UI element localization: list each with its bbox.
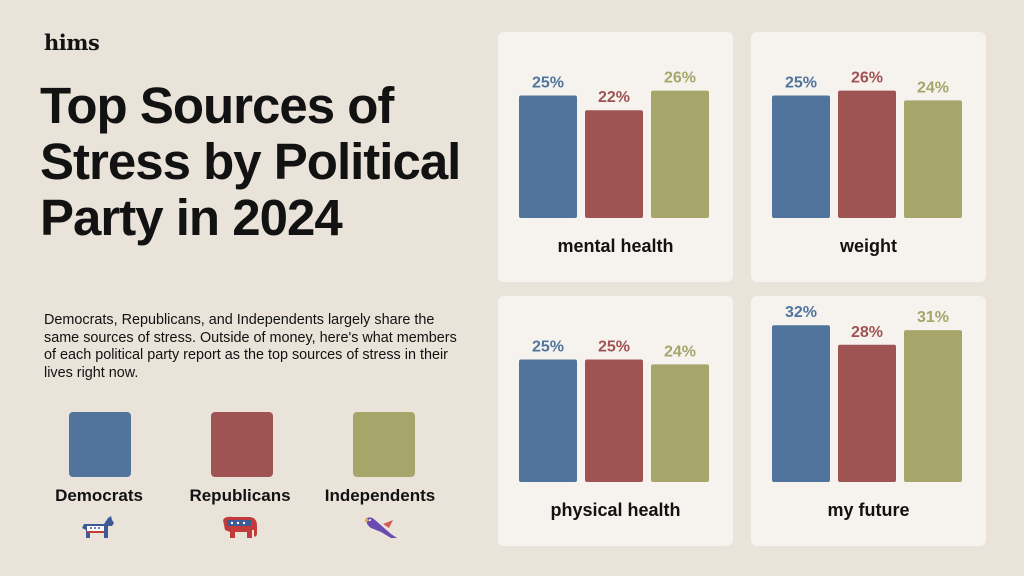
bar-chart-my-future: 32% 28% 31% xyxy=(772,304,962,482)
bar-my-future-independents xyxy=(904,330,962,482)
legend-label-republicans: Republicans xyxy=(189,486,291,505)
value-label-physical-health-republicans: 25% xyxy=(598,339,630,356)
bar-chart-physical-health: 25% 25% 24% xyxy=(519,339,709,482)
elephant-icon xyxy=(223,516,257,538)
value-label-my-future-independents: 31% xyxy=(917,309,949,326)
bar-chart-weight: 25% 26% 24% xyxy=(772,70,962,218)
bar-my-future-democrats xyxy=(772,325,830,482)
brand-logo: hims xyxy=(44,30,100,55)
value-label-mental-health-independents: 26% xyxy=(664,70,696,87)
bar-chart-mental-health: 25% 22% 26% xyxy=(519,70,709,218)
chart-card-mental-health: 25% 22% 26% mental health xyxy=(498,32,733,282)
bar-mental-health-republicans xyxy=(585,110,643,218)
page-title: Top Sources of Stress by Political Party… xyxy=(40,77,461,246)
chart-card-weight: 25% 26% 24% weight xyxy=(751,32,986,282)
value-label-weight-republicans: 26% xyxy=(851,70,883,87)
legend-item-democrats: Democrats xyxy=(34,412,164,552)
chart-card-my-future: 32% 28% 31% my future xyxy=(751,296,986,546)
bar-my-future-republicans xyxy=(838,344,896,482)
chart-title-my-future: my future xyxy=(827,500,910,520)
bar-physical-health-republicans xyxy=(585,359,643,482)
legend-label-democrats: Democrats xyxy=(55,486,143,505)
donkey-icon xyxy=(82,516,114,538)
legend-item-republicans: Republicans xyxy=(175,412,305,552)
bar-weight-democrats xyxy=(772,95,830,218)
eagle-icon xyxy=(364,517,397,538)
value-label-my-future-republicans: 28% xyxy=(851,324,883,341)
bar-mental-health-democrats xyxy=(519,95,577,218)
chart-title-weight: weight xyxy=(840,236,897,256)
bar-mental-health-independents xyxy=(651,90,709,218)
chart-title-mental-health: mental health xyxy=(557,236,674,256)
chart-title-physical-health: physical health xyxy=(550,500,681,520)
chart-card-physical-health: 25% 25% 24% physical health xyxy=(498,296,733,546)
value-label-weight-democrats: 25% xyxy=(785,75,817,92)
legend-swatch-republicans xyxy=(211,412,273,477)
bar-weight-republicans xyxy=(838,90,896,218)
legend-label-independents: Independents xyxy=(324,486,436,505)
value-label-my-future-democrats: 32% xyxy=(785,304,817,321)
legend-item-independents: Independents xyxy=(315,412,445,552)
value-label-weight-independents: 24% xyxy=(917,79,949,96)
bar-physical-health-independents xyxy=(651,364,709,482)
value-label-physical-health-democrats: 25% xyxy=(532,339,564,356)
page-subtitle: Democrats, Republicans, and Independents… xyxy=(44,312,457,381)
legend: Democrats Republicans Independents xyxy=(44,412,464,552)
value-label-mental-health-republicans: 22% xyxy=(598,89,630,106)
value-label-mental-health-democrats: 25% xyxy=(532,75,564,92)
value-label-physical-health-independents: 24% xyxy=(664,343,696,360)
legend-swatch-democrats xyxy=(69,412,131,477)
bar-weight-independents xyxy=(904,100,962,218)
bar-physical-health-democrats xyxy=(519,359,577,482)
legend-swatch-independents xyxy=(353,412,415,477)
